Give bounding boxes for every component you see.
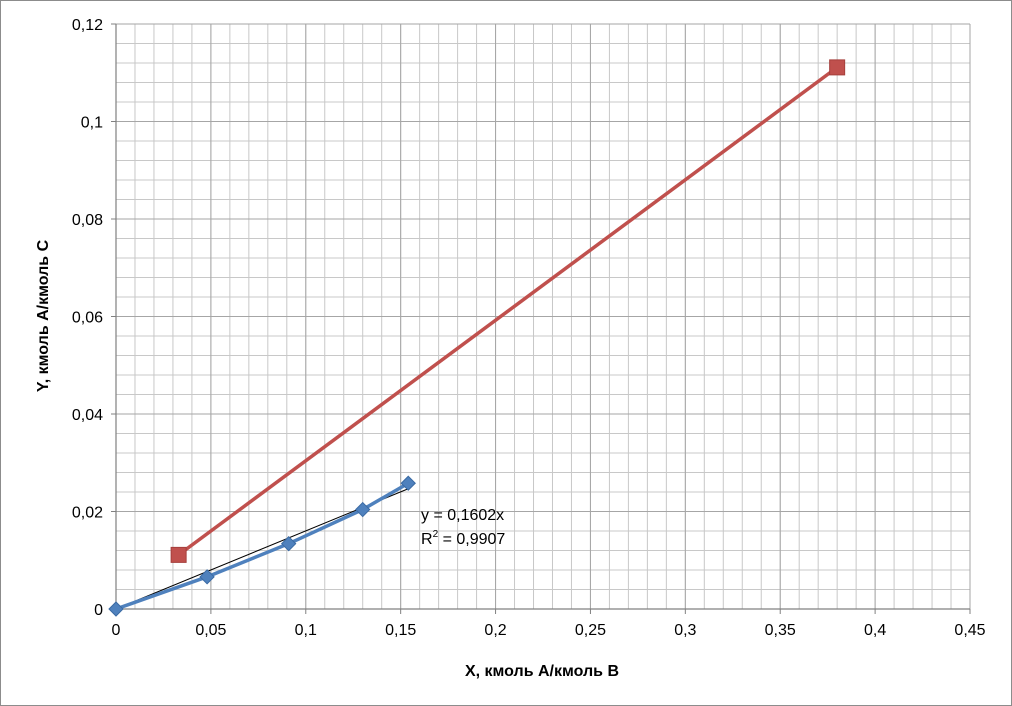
y-tick-label: 0: [94, 602, 103, 619]
y-tick-label: 0,1: [81, 115, 103, 132]
x-tick-label: 0,35: [765, 622, 796, 639]
x-axis-title: X, кмоль A/кмоль B: [465, 663, 619, 680]
y-tick-label: 0,12: [72, 17, 103, 34]
r2-value: = 0,9907: [438, 531, 505, 548]
series-1-point: [108, 601, 124, 617]
x-tick-label: 0,4: [864, 622, 886, 639]
x-tick-label: 0,2: [484, 622, 506, 639]
x-tick-label: 0: [112, 622, 121, 639]
series-1-point: [400, 475, 416, 491]
gridlines: [115, 23, 971, 610]
series-1-point: [280, 535, 297, 552]
x-tick-label: 0,45: [954, 622, 985, 639]
y-axis-title: Y, кмоль A/кмоль C: [35, 239, 52, 392]
y-tick-label: 0,06: [72, 310, 103, 327]
series-layer: [108, 59, 846, 617]
r2-letter: R: [421, 531, 433, 548]
y-tick-label: 0,08: [72, 212, 103, 229]
x-tick-label: 0,3: [674, 622, 696, 639]
series-1-point: [199, 569, 215, 585]
series-1-line: [115, 481, 410, 611]
y-tick-label: 0,04: [72, 407, 103, 424]
x-tick-label: 0,05: [195, 622, 226, 639]
trendline-r2: R2 = 0,9907: [421, 529, 505, 548]
series-2-point: [170, 546, 187, 563]
series-2-line: [177, 65, 839, 557]
x-tick-label: 0,15: [385, 622, 416, 639]
trendline-equation: y = 0,1602x: [421, 507, 504, 524]
x-tick-label: 0,1: [295, 622, 317, 639]
x-tick-label: 0,25: [575, 622, 606, 639]
series-2-point: [829, 59, 846, 76]
series-1-point: [355, 501, 371, 518]
r2-superscript: 2: [433, 529, 439, 540]
tick-labels: 0 0,05 0,1 0,15 0,2 0,25 0,3 0,35 0,4 0,45 0 0,02 0,…: [72, 17, 986, 639]
y-tick-label: 0,02: [72, 505, 103, 522]
axes: [111, 23, 971, 614]
